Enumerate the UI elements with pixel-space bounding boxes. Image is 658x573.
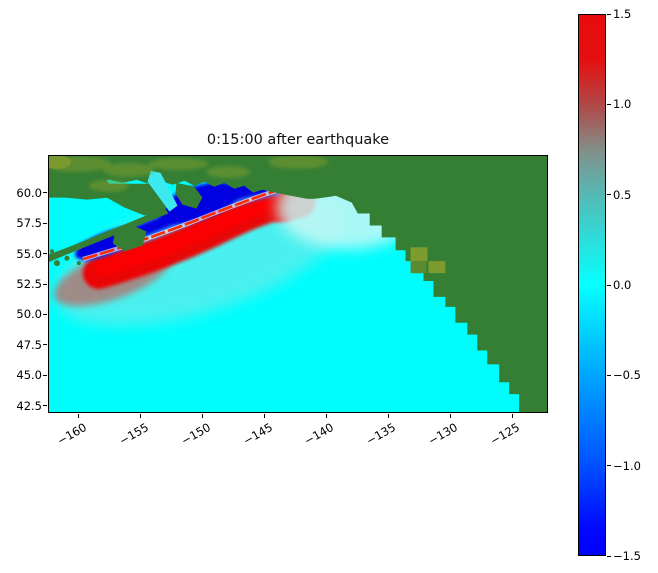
x-tick-label: −155 xyxy=(116,420,151,448)
land-kodiak-island xyxy=(112,225,147,252)
x-tick-mark xyxy=(449,414,451,418)
y-tick-label: 45.0 xyxy=(16,368,42,383)
x-tick-mark xyxy=(202,414,204,418)
x-tick-label: −135 xyxy=(363,420,399,448)
x-tick-mark xyxy=(511,414,513,418)
x-tick-mark xyxy=(140,414,142,418)
land-mask xyxy=(49,156,547,412)
land-olive-corner xyxy=(49,156,71,169)
colorbar xyxy=(578,14,606,556)
y-tick-mark xyxy=(43,222,47,224)
colorbar-tick-mark xyxy=(607,284,611,286)
coarse-island-cell-2 xyxy=(410,261,427,274)
cook-inlet-water xyxy=(147,170,178,212)
y-tick-label: 42.5 xyxy=(16,398,42,413)
y-tick-mark xyxy=(43,344,47,346)
colorbar-tick-label: 1.0 xyxy=(613,97,632,112)
map-svg xyxy=(49,156,547,412)
x-tick-label: −125 xyxy=(487,420,523,448)
x-tick-mark xyxy=(325,414,327,418)
plot-area xyxy=(48,155,548,413)
coarse-island-cell-3 xyxy=(428,261,446,274)
y-tick-label: 47.5 xyxy=(16,337,42,352)
land-alaska-peninsula-chain xyxy=(49,207,169,263)
colorbar-tick-mark xyxy=(607,13,611,15)
colorbar-tick-mark xyxy=(607,465,611,467)
colorbar-tick-mark xyxy=(607,374,611,376)
y-tick-mark xyxy=(43,192,47,194)
x-tick-label: −130 xyxy=(425,420,461,448)
x-tick-mark xyxy=(78,414,80,418)
x-tick-label: −140 xyxy=(302,420,337,448)
x-tick-label: −145 xyxy=(240,420,275,448)
colorbar-tick-mark xyxy=(607,555,611,557)
colorbar-tick-label: −0.5 xyxy=(613,368,641,383)
colorbar-tick-label: −1.5 xyxy=(613,549,641,563)
colorbar-tick-label: 0.5 xyxy=(613,187,632,202)
colorbar-tick-mark xyxy=(607,103,611,105)
coarse-island-cell-1 xyxy=(410,247,428,262)
y-tick-mark xyxy=(43,313,47,315)
x-tick-label: −160 xyxy=(54,420,89,448)
y-tick-label: 57.5 xyxy=(16,216,42,231)
colorbar-tick-label: 0.0 xyxy=(613,278,632,292)
y-tick-label: 55.0 xyxy=(16,246,42,261)
land-islets xyxy=(49,173,290,267)
chart-title: 0:15:00 after earthquake xyxy=(206,132,390,148)
y-tick-mark xyxy=(43,405,47,407)
bristol-bay-water xyxy=(49,199,99,233)
x-tick-mark xyxy=(264,414,266,418)
y-tick-label: 60.0 xyxy=(16,185,42,200)
land-peninsula-base xyxy=(104,183,171,216)
land-kenai-block xyxy=(175,182,203,209)
x-tick-label: −150 xyxy=(178,420,213,448)
y-tick-label: 52.5 xyxy=(16,277,42,291)
colorbar-tick-label: 1.5 xyxy=(613,7,632,21)
land-mainland-and-west-coast xyxy=(49,156,547,412)
x-tick-mark xyxy=(387,414,389,418)
colorbar-tick-mark xyxy=(607,194,611,196)
y-tick-mark xyxy=(43,283,47,285)
y-tick-mark xyxy=(43,253,47,255)
y-tick-mark xyxy=(43,374,47,376)
colorbar-tick-label: −1.0 xyxy=(613,458,641,473)
y-tick-label: 50.0 xyxy=(16,307,42,322)
